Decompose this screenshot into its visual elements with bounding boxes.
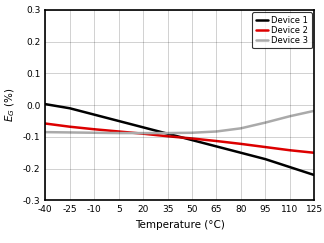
Line: Device 2: Device 2 (45, 123, 314, 153)
Device 3 (92, 131, 96, 134)
Device 1 (263, 158, 267, 161)
Device 1 (68, 107, 72, 110)
Device 2 (239, 142, 243, 145)
Device 1 (239, 151, 243, 154)
Device 1 (214, 145, 218, 148)
Device 2 (68, 125, 72, 128)
Device 2 (117, 130, 121, 133)
Device 2 (288, 149, 292, 152)
Device 3 (141, 132, 145, 135)
Device 2 (141, 132, 145, 135)
Device 3 (288, 115, 292, 118)
Device 2 (43, 122, 47, 125)
Device 2 (214, 139, 218, 142)
Device 3 (190, 131, 194, 134)
Device 3 (166, 132, 169, 135)
Line: Device 1: Device 1 (45, 104, 314, 175)
Device 2 (312, 151, 316, 154)
Device 3 (43, 131, 47, 134)
Device 1 (166, 132, 169, 135)
Device 3 (239, 127, 243, 130)
Device 2 (263, 146, 267, 148)
Device 3 (68, 131, 72, 134)
Device 1 (92, 113, 96, 116)
Device 3 (117, 132, 121, 135)
Device 1 (312, 174, 316, 176)
X-axis label: Temperature (°C): Temperature (°C) (135, 220, 225, 230)
Device 1 (117, 120, 121, 122)
Device 1 (288, 166, 292, 169)
Device 2 (92, 128, 96, 131)
Legend: Device 1, Device 2, Device 3: Device 1, Device 2, Device 3 (252, 12, 312, 48)
Device 1 (190, 139, 194, 141)
Device 3 (214, 130, 218, 133)
Device 3 (312, 109, 316, 112)
Device 2 (190, 137, 194, 140)
Device 1 (141, 126, 145, 129)
Device 1 (43, 103, 47, 106)
Device 2 (166, 135, 169, 138)
Y-axis label: $E_G$ (%): $E_G$ (%) (4, 88, 17, 122)
Device 3 (263, 121, 267, 124)
Line: Device 3: Device 3 (45, 111, 314, 133)
